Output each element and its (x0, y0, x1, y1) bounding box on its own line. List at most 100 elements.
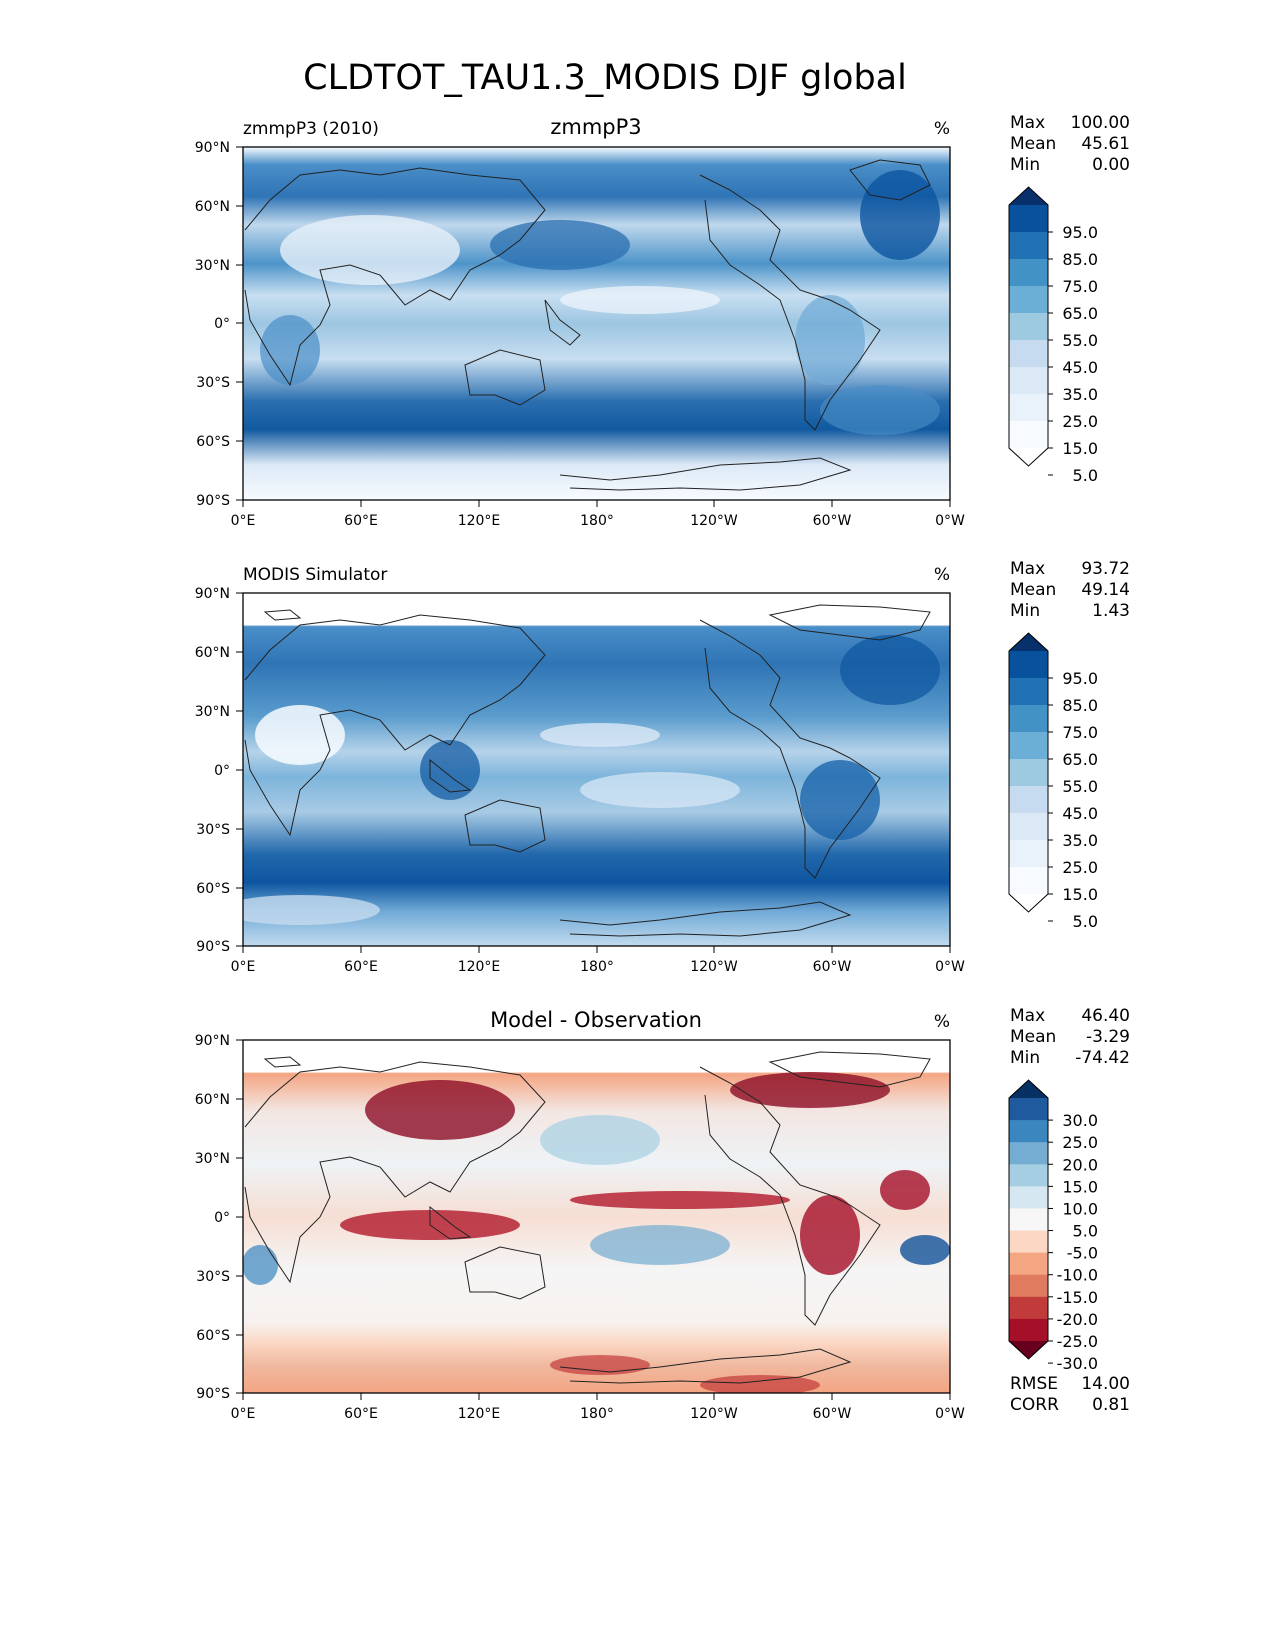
coastlines (244, 159, 931, 491)
x-tick-label: 180° (580, 513, 614, 529)
y-tick-label: 90°N (195, 140, 230, 156)
colorbar-swatch (1009, 394, 1048, 422)
field-blob (255, 705, 345, 765)
colorbar-label: 95.0 (1062, 669, 1098, 688)
x-tick-label: 120°E (458, 959, 501, 975)
x-tick-label: 120°W (690, 513, 738, 529)
x-tick-label: 0°W (935, 1406, 965, 1422)
panel-difference: Model - Observation % (195, 1006, 1130, 1422)
colorbar-swatch (1009, 651, 1048, 679)
stat-mean-value: 49.14 (1081, 580, 1130, 600)
y-tick-label: 0° (214, 1210, 230, 1226)
colorbar-label: 15.0 (1062, 439, 1098, 458)
field-blob (490, 220, 630, 270)
panel-units: % (934, 565, 950, 585)
colorbar-label: 45.0 (1062, 358, 1098, 377)
colorbar-swatch (1009, 1252, 1048, 1276)
colorbar-swatch (1009, 421, 1048, 449)
field-blob (260, 315, 320, 385)
y-tick-label: 90°N (195, 1033, 230, 1049)
colorbar-label: -15.0 (1057, 1288, 1098, 1307)
skill-scores: RMSE 14.00 CORR 0.81 (1010, 1374, 1130, 1415)
x-tick-label: 180° (580, 1406, 614, 1422)
stat-mean-label: Mean (1010, 1027, 1056, 1047)
colorbar-label: 55.0 (1062, 777, 1098, 796)
colorbar-swatch (1009, 1164, 1048, 1187)
stat-min-label: Min (1010, 1048, 1040, 1068)
colorbar-label: 55.0 (1062, 331, 1098, 350)
colorbar-label: 15.0 (1062, 1177, 1098, 1196)
field-blob (820, 385, 940, 435)
colorbar-swatch (1009, 759, 1048, 787)
colorbar-swatch (1009, 286, 1048, 314)
field-blob (880, 1170, 930, 1210)
colorbar-label: 10.0 (1062, 1199, 1098, 1218)
field-blob (590, 1225, 730, 1265)
colorbar-label: -10.0 (1057, 1266, 1098, 1285)
corr-label: CORR (1010, 1395, 1059, 1415)
x-tick-label: 120°W (690, 1406, 738, 1422)
stat-min-label: Min (1010, 601, 1040, 621)
stats-box: Max 93.72 Mean 49.14 Min 1.43 (1010, 559, 1130, 621)
colorbar-label: 25.0 (1062, 858, 1098, 877)
stat-mean-label: Mean (1010, 134, 1056, 154)
panel-left-label: zmmpP3 (2010) (243, 119, 379, 139)
colorbar-extend-bottom (1009, 894, 1048, 912)
y-tick-label: 30°S (196, 822, 230, 838)
field-blob (800, 1195, 860, 1275)
colorbar-label: 35.0 (1062, 831, 1098, 850)
colorbar: 30.0 25.0 20.0 15.0 10.0 5.0 -5.0 -10.0 -15.0 -20… (1008, 1079, 1098, 1373)
panel-units: % (934, 119, 950, 139)
colorbar-label: 65.0 (1062, 750, 1098, 769)
colorbar-label: 65.0 (1062, 304, 1098, 323)
colorbar-label: -25.0 (1057, 1332, 1098, 1351)
colorbar-label: 85.0 (1062, 696, 1098, 715)
stat-min-value: -74.42 (1075, 1048, 1130, 1068)
colorbar-label: 85.0 (1062, 250, 1098, 269)
y-tick-label: 60°S (196, 881, 230, 897)
panel-model: zmmpP3 (2010) zmmpP3 % (195, 113, 1130, 529)
x-tick-label: 60°W (813, 513, 852, 529)
x-tick-label: 120°E (458, 1406, 501, 1422)
colorbar-swatch (1009, 313, 1048, 341)
colorbar-label: 25.0 (1062, 1133, 1098, 1152)
y-tick-label: 90°S (196, 1386, 230, 1402)
y-tick-label: 60°S (196, 1328, 230, 1344)
x-tick-label: 60°E (344, 1406, 378, 1422)
field-blob (860, 170, 940, 260)
colorbar-swatch (1009, 367, 1048, 395)
y-tick-label: 30°N (195, 258, 230, 274)
stat-mean-label: Mean (1010, 580, 1056, 600)
map-area (243, 1040, 950, 1393)
colorbar-label: -30.0 (1057, 1354, 1098, 1373)
colorbar-swatch (1009, 678, 1048, 706)
y-tick-label: 90°N (195, 586, 230, 602)
stat-mean-value: 45.61 (1081, 134, 1130, 154)
rmse-value: 14.00 (1081, 1374, 1130, 1394)
y-tick-label: 60°N (195, 199, 230, 215)
x-tick-label: 0°E (231, 1406, 256, 1422)
field-blob (365, 1080, 515, 1140)
colorbar-label: 20.0 (1062, 1155, 1098, 1174)
stat-mean-value: -3.29 (1086, 1027, 1130, 1047)
field-blob (243, 895, 380, 925)
colorbar-label: 5.0 (1073, 912, 1098, 931)
y-tick-label: 60°S (196, 434, 230, 450)
colorbar-swatch (1009, 1142, 1048, 1165)
x-tick-label: 0°W (935, 959, 965, 975)
stat-max-value: 46.40 (1081, 1006, 1130, 1026)
stat-max-label: Max (1010, 113, 1045, 133)
colorbar-extend-bottom (1009, 448, 1048, 466)
x-tick-label: 0°E (231, 959, 256, 975)
field-blob (540, 1115, 660, 1165)
colorbar-swatch (1009, 1186, 1048, 1209)
y-axis: 90°N 60°N 30°N 0° 30°S 60°S 90°S (195, 1033, 243, 1402)
x-tick-label: 180° (580, 959, 614, 975)
field-blob (280, 215, 460, 285)
colorbar-label: 5.0 (1073, 466, 1098, 485)
panel-center-title: Model - Observation (490, 1008, 702, 1032)
field-blob (840, 635, 940, 705)
stats-box: Max 100.00 Mean 45.61 Min 0.00 (1010, 113, 1130, 175)
colorbar-swatch (1009, 259, 1048, 287)
